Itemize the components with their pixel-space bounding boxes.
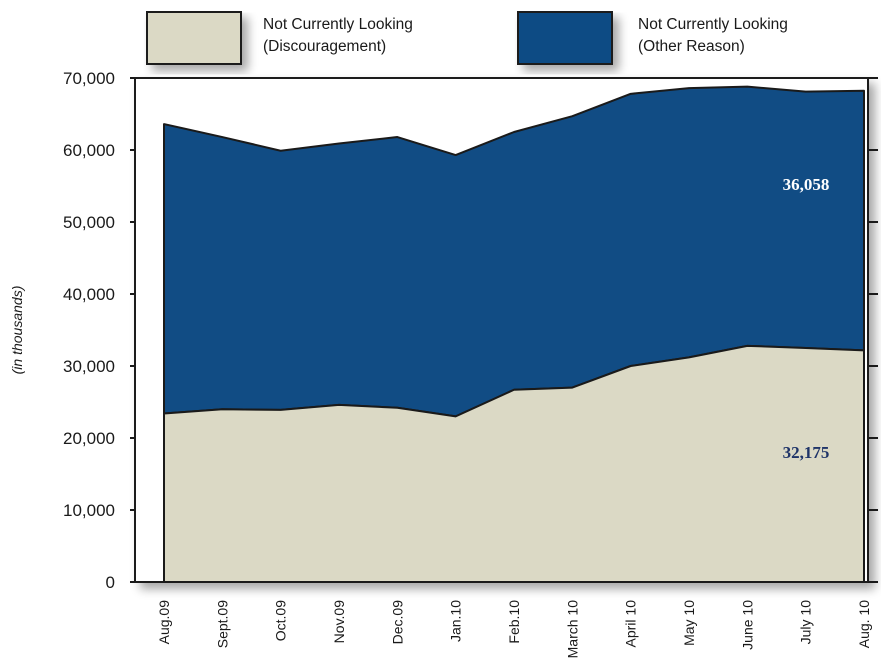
y-tick-label: 20,000 bbox=[63, 429, 115, 448]
legend-label-discouragement-line2: (Discouragement) bbox=[263, 38, 386, 55]
x-tick-label: March 10 bbox=[564, 600, 580, 659]
area-series-group bbox=[163, 85, 865, 583]
x-tick-label: April 10 bbox=[623, 600, 639, 648]
legend-swatch-other-reason bbox=[517, 11, 613, 65]
legend: Not Currently Looking (Discouragement) N… bbox=[146, 11, 788, 65]
x-tick-label: Dec.09 bbox=[389, 600, 405, 645]
x-tick-label: May 10 bbox=[681, 600, 697, 646]
annotation-other-reason: 36,058 bbox=[783, 175, 830, 194]
y-tick-label: 40,000 bbox=[63, 285, 115, 304]
y-tick-label: 70,000 bbox=[63, 69, 115, 88]
x-tick-label: Aug.09 bbox=[156, 600, 172, 645]
y-tick-label: 60,000 bbox=[63, 141, 115, 160]
legend-label-other-reason-line2: (Other Reason) bbox=[638, 38, 745, 55]
x-tick-label: June 10 bbox=[739, 600, 755, 650]
y-tick-label: 30,000 bbox=[63, 357, 115, 376]
y-tick-label: 50,000 bbox=[63, 213, 115, 232]
area-discouragement bbox=[163, 344, 865, 583]
x-tick-label: July 10 bbox=[798, 600, 814, 645]
legend-swatch-discouragement bbox=[146, 11, 242, 65]
y-axis-label: (in thousands) bbox=[9, 286, 25, 375]
x-tick-label: Oct.09 bbox=[273, 600, 289, 641]
annotation-discouragement: 32,175 bbox=[783, 443, 830, 462]
x-tick-label: Aug. 10 bbox=[856, 600, 872, 648]
y-tick-label: 0 bbox=[106, 573, 115, 592]
legend-label-other-reason-line1: Not Currently Looking bbox=[638, 16, 788, 33]
x-tick-label: Feb.10 bbox=[506, 600, 522, 644]
data-annotations: 36,058 32,175 bbox=[783, 175, 830, 462]
x-tick-label: Jan.10 bbox=[448, 600, 464, 642]
x-tick-label: Sept.09 bbox=[214, 600, 230, 648]
legend-label-discouragement-line1: Not Currently Looking bbox=[263, 16, 413, 33]
x-tick-label: Nov.09 bbox=[331, 600, 347, 644]
x-axis: Aug.09 Sept.09 Oct.09 Nov.09 Dec.09 Jan.10 Feb… bbox=[156, 600, 872, 659]
y-axis: 0 10,000 20,000 30,000 40,000 50,000 60,000 70,… bbox=[63, 69, 878, 592]
y-tick-label: 10,000 bbox=[63, 501, 115, 520]
